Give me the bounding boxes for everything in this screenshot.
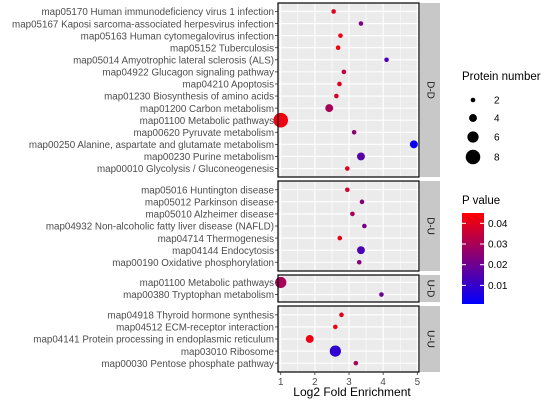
enrichment-point xyxy=(358,21,364,26)
x-axis-title: Log2 Fold Enrichment xyxy=(293,385,411,399)
enrichment-point xyxy=(351,129,357,135)
pathway-label: map03010 Ribosome xyxy=(181,347,275,358)
pathway-label: map04141 Protein processing in endoplasm… xyxy=(33,335,274,346)
enrichment-point xyxy=(379,292,384,297)
facet-strip xyxy=(420,275,440,302)
size-legend-label: 2 xyxy=(494,96,500,107)
size-legend-label: 8 xyxy=(494,153,500,164)
size-legend: Protein number 2 4 6 8 xyxy=(462,71,541,165)
pathway-label: map00620 Pyruvate metabolism xyxy=(134,128,275,139)
pathway-label: map00250 Alanine, aspartate and glutamat… xyxy=(29,140,274,151)
pathway-label: map01100 Metabolic pathways xyxy=(140,278,274,289)
color-legend-colorbar xyxy=(462,213,484,304)
facet-strip xyxy=(420,181,440,271)
enrichment-point xyxy=(362,223,367,229)
enrichment-point xyxy=(305,335,314,343)
size-legend-dot xyxy=(467,131,479,143)
enrichment-point xyxy=(356,259,362,265)
facet-strip xyxy=(420,3,440,177)
pathway-label: map05016 Huntington disease xyxy=(141,185,274,196)
pathway-label: map00030 Pentose phosphate pathway xyxy=(101,359,274,370)
panel-border xyxy=(277,2,420,178)
enrichment-point xyxy=(359,199,365,205)
facet-strip xyxy=(420,306,440,372)
enrichment-point xyxy=(325,104,334,113)
pathway-label: map00190 Oxidative phosphorylation xyxy=(112,258,274,269)
pathway-label: map04922 Glucagon signaling pathway xyxy=(102,68,274,79)
panel-d-u: map05016 Huntington disease map05012 Park… xyxy=(46,180,440,272)
pathway-label: map05167 Kaposi sarcoma-associated herpe… xyxy=(12,19,274,30)
enrichment-point xyxy=(275,276,287,289)
x-tick-label: 3 xyxy=(346,377,352,388)
pathway-label: map04932 Non-alcoholic fatty liver disea… xyxy=(46,222,274,233)
pathway-label: map05163 Human cytomegalovirus infection xyxy=(81,31,274,42)
enrichment-point xyxy=(353,360,359,366)
pathway-label: map00010 Glycolysis / Gluconeogenesis xyxy=(97,164,274,175)
enrichment-point xyxy=(384,57,389,63)
color-legend-title: P value xyxy=(462,195,500,207)
pathway-label: map04714 Thermogenesis xyxy=(158,234,274,245)
enrichment-point xyxy=(357,152,365,161)
enrichment-point xyxy=(350,211,355,217)
pathway-label: map05010 Alzheimer disease xyxy=(145,210,274,221)
enrichment-point xyxy=(345,187,350,193)
enrichment-point xyxy=(273,112,289,128)
facet-strip-label: D-U xyxy=(425,217,436,235)
pathway-label: map05012 Parkinson disease xyxy=(145,198,275,209)
enrichment-point xyxy=(357,246,365,255)
panel-d-d: map05170 Human immunodeficiency virus 1 … xyxy=(12,2,440,178)
size-legend-label: 4 xyxy=(494,114,500,125)
x-tick-label: 2 xyxy=(312,377,317,388)
x-tick-label: 4 xyxy=(380,377,386,388)
enrichment-point xyxy=(337,81,342,87)
facet-strip-label: U-U xyxy=(425,330,436,348)
size-legend-dot xyxy=(469,114,477,122)
pathway-label: map00230 Purine metabolism xyxy=(144,152,274,163)
x-axis: 1 2 3 4 5 xyxy=(278,372,421,388)
pathway-label: map05152 Tuberculosis xyxy=(170,43,274,54)
enrichment-point xyxy=(337,235,343,241)
pathway-label: map04918 Thyroid hormone synthesis xyxy=(108,311,275,322)
plot-area: map05170 Human immunodeficiency virus 1 … xyxy=(12,2,440,373)
pathway-label: map04144 Endocytosis xyxy=(172,246,274,257)
enrichment-point xyxy=(338,33,343,38)
enrichment-point xyxy=(409,140,418,149)
color-legend-label: 0.02 xyxy=(488,260,508,271)
enrichment-point xyxy=(334,93,339,99)
pathway-label: map05170 Human immunodeficiency virus 1 … xyxy=(41,7,274,18)
pathway-label: map04210 Apoptosis xyxy=(182,80,274,91)
pathway-label: map00380 Tryptophan metabolism xyxy=(123,290,274,301)
size-legend-title: Protein number xyxy=(462,71,541,83)
pathway-label: map01230 Biosynthesis of amino acids xyxy=(104,92,274,103)
x-tick-label: 5 xyxy=(415,377,421,388)
facet-strip-label: D-D xyxy=(425,81,436,99)
enrichment-point xyxy=(333,324,338,330)
enrichment-point xyxy=(339,312,344,318)
enrichment-point xyxy=(329,345,341,357)
enrichment-point xyxy=(341,69,347,75)
color-legend-label: 0.01 xyxy=(488,281,508,292)
enrichment-point xyxy=(331,9,336,14)
size-legend-dot xyxy=(465,149,481,165)
pathway-label: map04512 ECM-receptor interaction xyxy=(116,323,274,334)
x-tick-label: 1 xyxy=(278,377,283,388)
enrichment-point xyxy=(345,166,350,171)
size-legend-label: 6 xyxy=(494,133,500,144)
panel-border xyxy=(277,180,420,272)
color-legend-label: 0.04 xyxy=(488,219,508,230)
pathway-label: map01100 Metabolic pathways xyxy=(140,116,274,127)
color-legend-label: 0.03 xyxy=(488,240,508,251)
panel-u-u: map04918 Thyroid hormone synthesismap045… xyxy=(33,305,440,373)
enrichment-point xyxy=(335,45,341,51)
panel-border xyxy=(277,305,420,373)
pathway-label: map05014 Amyotrophic lateral sclerosis (… xyxy=(73,56,274,67)
size-legend-dot xyxy=(470,97,476,103)
color-legend: P value 0.04 0.03 0.02 0.01 xyxy=(462,195,508,304)
panel-border xyxy=(277,274,420,303)
pathway-label: map01200 Carbon metabolism xyxy=(140,104,274,115)
facet-strip-label: U-D xyxy=(425,280,436,298)
